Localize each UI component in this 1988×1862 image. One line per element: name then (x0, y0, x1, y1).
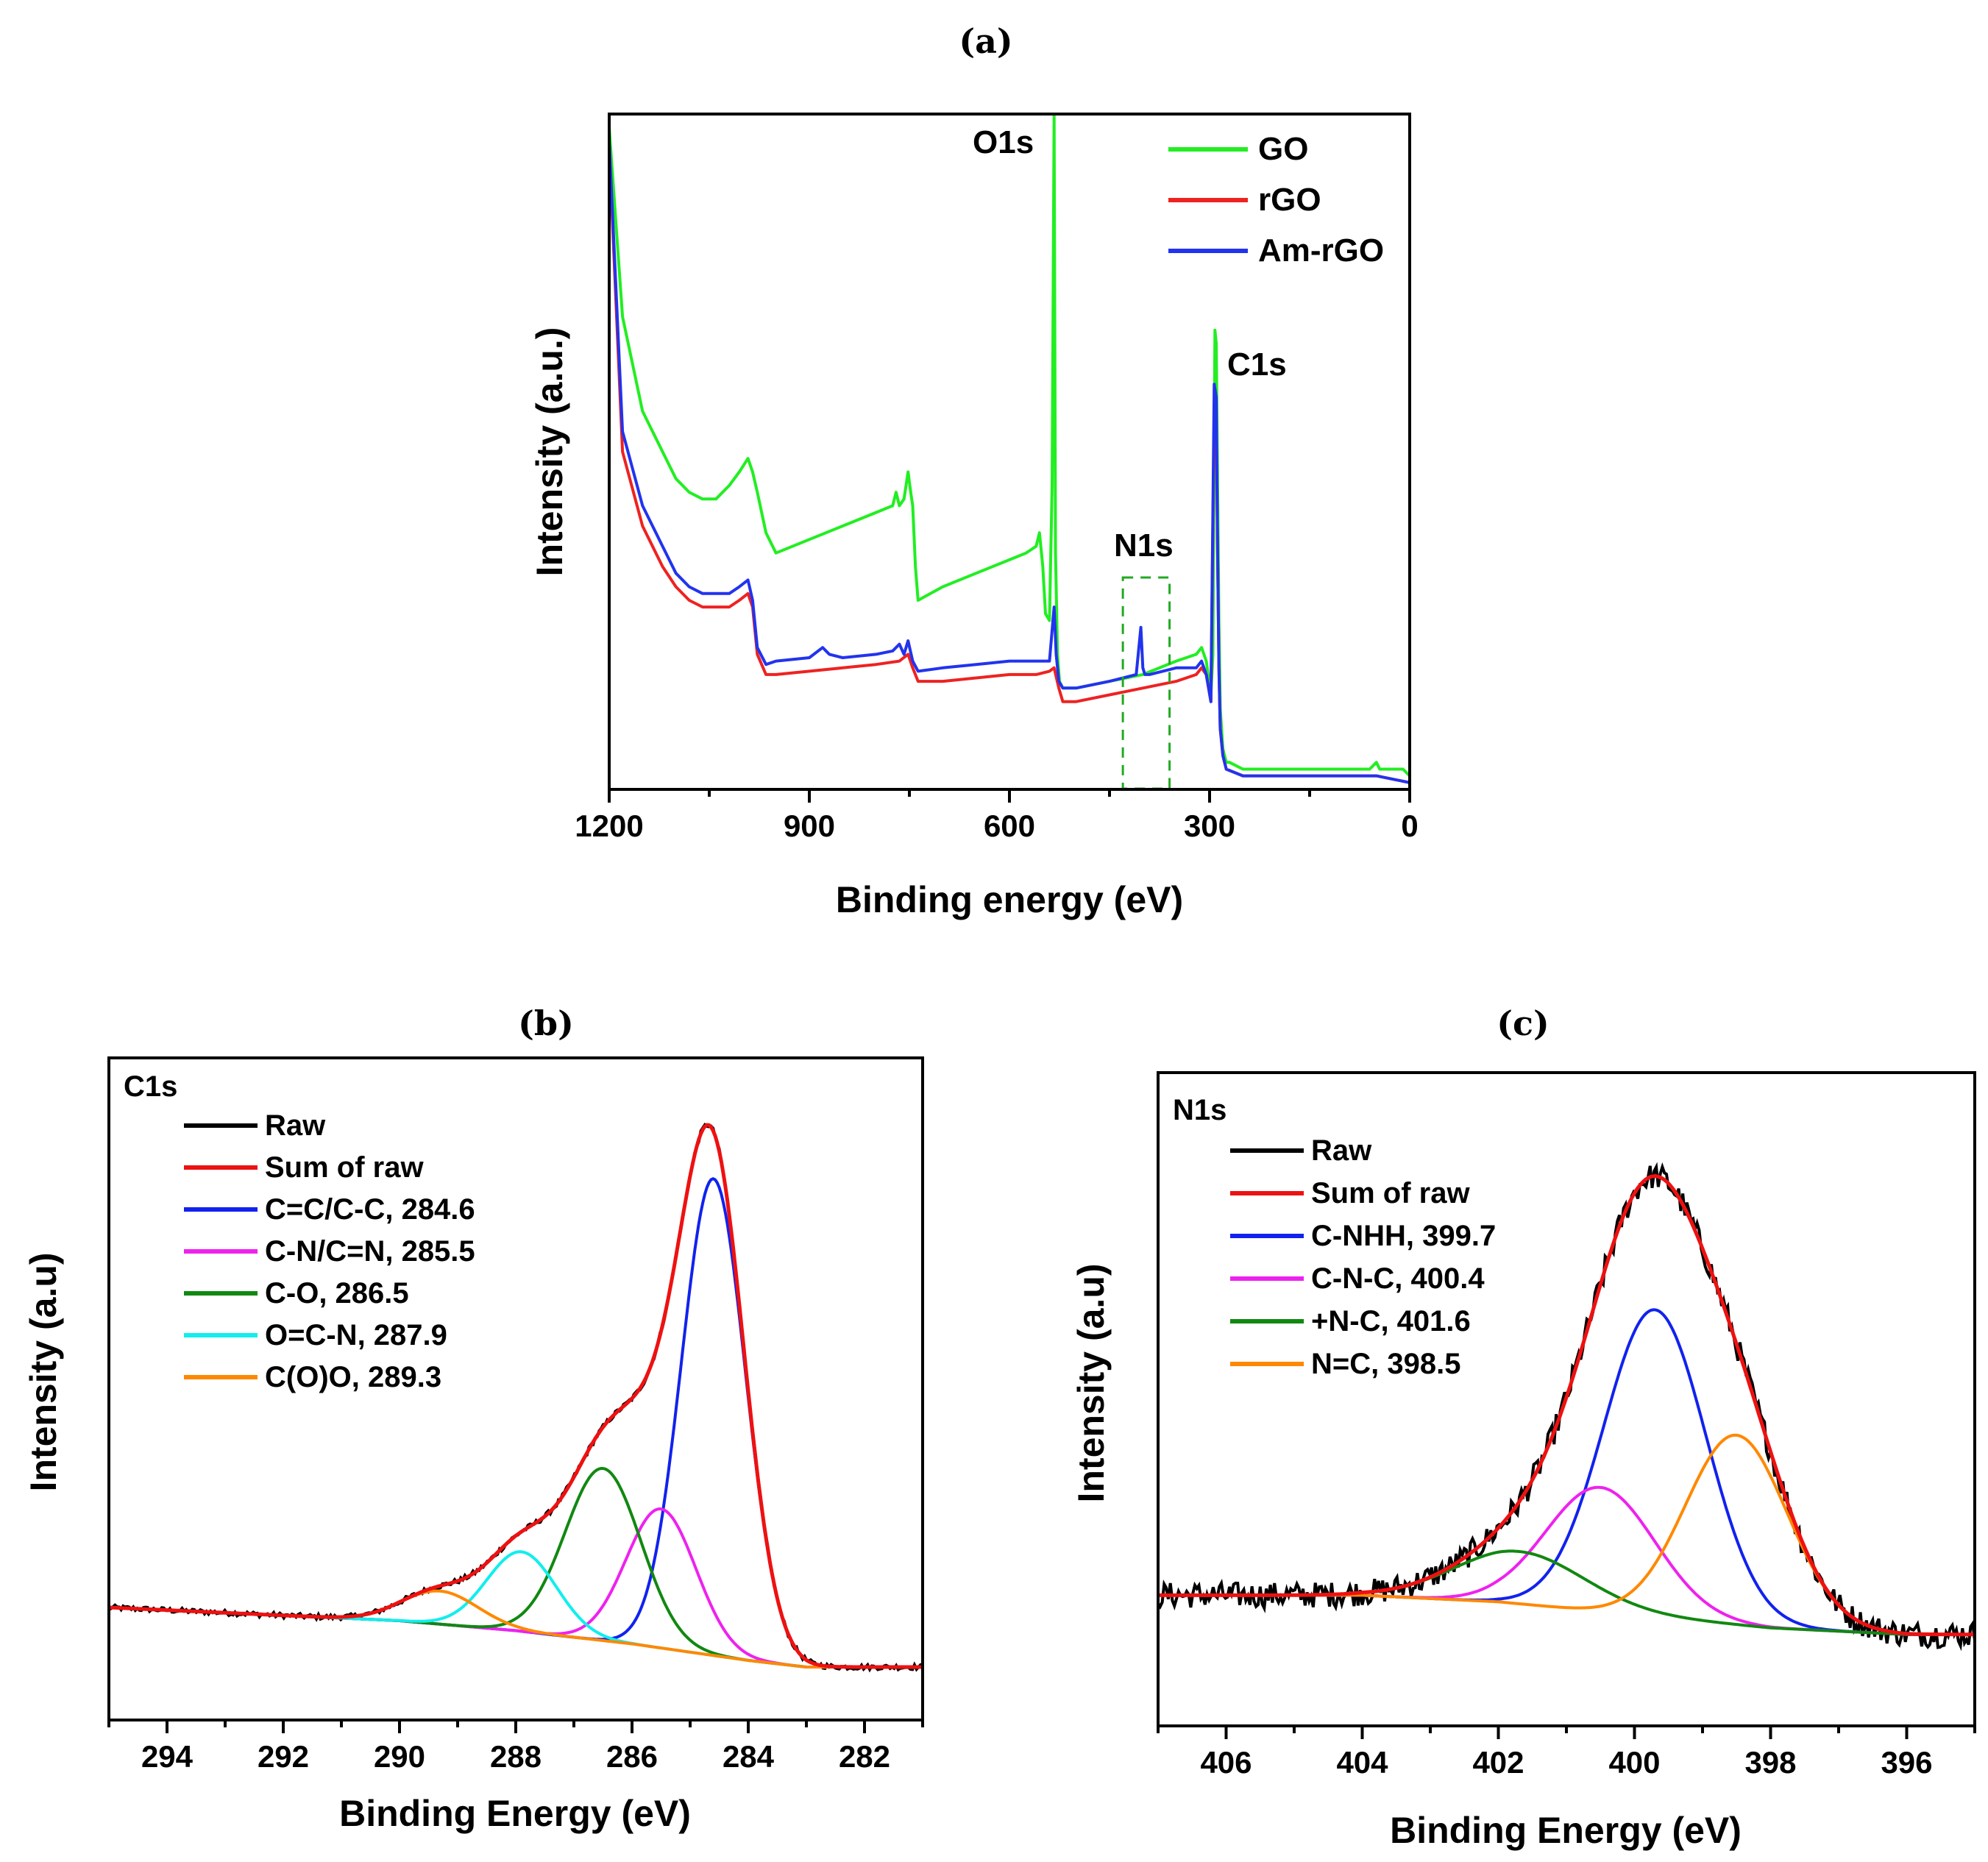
c1s-annotation: C1s (1227, 347, 1287, 383)
panel-c-x-axis-title: Binding Energy (eV) (1390, 1810, 1742, 1851)
legend-label-c-o-286-5: C-O, 286.5 (265, 1277, 409, 1310)
x-tick-label: 0 (1401, 809, 1418, 843)
x-tick-label: 402 (1472, 1745, 1524, 1780)
panel-a-x-ticks: 1200 900 600 300 0 (575, 789, 1419, 843)
legend-label-sum-of-raw: Sum of raw (1311, 1177, 1470, 1209)
panel-b-x-ticks: 294 292 290 288 286 284 282 (107, 1720, 924, 1774)
panel-b-y-axis-title: Intensity (a.u) (23, 1252, 64, 1491)
x-tick-label: 282 (839, 1739, 890, 1774)
n1s-annotation: N1s (1114, 527, 1174, 564)
legend-label-n-c-401-6: +N-C, 401.6 (1311, 1305, 1471, 1337)
legend-label-raw: Raw (265, 1109, 326, 1142)
x-tick-label: 1200 (575, 809, 643, 843)
legend-label-raw: Raw (1311, 1134, 1372, 1167)
panel-b-series (107, 1123, 923, 1673)
panel-c-legend: Raw Sum of raw C-NHH, 399.7 C-N-C, 400.4 +N-… (1230, 1134, 1496, 1380)
legend-label-c-o-o-289-3: C(O)O, 289.3 (265, 1361, 441, 1393)
legend-label-o-c-n-287-9: O=C-N, 287.9 (265, 1319, 447, 1351)
series-am-rgo-line (608, 141, 1410, 784)
panel-b: (b) 294 292 290 288 286 284 282 C1s Raw Sum of … (23, 1003, 924, 1834)
legend-label-rgo: rGO (1258, 182, 1321, 218)
panel-a-x-axis-title: Binding energy (eV) (836, 879, 1183, 920)
panel-b-label: (b) (518, 1003, 574, 1043)
x-tick-label: 292 (258, 1739, 309, 1774)
x-tick-label: 900 (784, 809, 835, 843)
x-tick-label: 404 (1336, 1745, 1388, 1780)
panel-b-title: C1s (124, 1070, 177, 1103)
x-tick-label: 300 (1184, 809, 1235, 843)
x-tick-label: 600 (984, 809, 1035, 843)
legend-label-c-nhh-399-7: C-NHH, 399.7 (1311, 1220, 1496, 1252)
panel-a-series (608, 113, 1411, 784)
panel-b-x-axis-title: Binding Energy (eV) (339, 1793, 691, 1834)
x-tick-label: 286 (606, 1739, 658, 1774)
legend-label-am-rgo: Am-rGO (1258, 232, 1384, 269)
o1s-annotation: O1s (973, 124, 1034, 160)
series-sum-line (108, 1123, 923, 1669)
panel-c-y-axis-title: Intensity (a.u) (1071, 1263, 1112, 1502)
x-tick-label: 290 (374, 1739, 425, 1774)
panel-a: (a) 1200 900 600 300 0 O1s C1s N1s GO rGO Am… (529, 21, 1419, 920)
x-tick-label: 398 (1744, 1745, 1796, 1780)
x-tick-label: 400 (1608, 1745, 1660, 1780)
x-tick-label: 294 (141, 1739, 194, 1774)
x-tick-label: 396 (1881, 1745, 1932, 1780)
legend-label-c-n-c-n-285-5: C-N/C=N, 285.5 (265, 1235, 475, 1268)
n1s-highlight-box (1121, 576, 1171, 790)
panel-c-title: N1s (1173, 1094, 1226, 1126)
x-tick-label: 406 (1200, 1745, 1252, 1780)
panel-a-legend: GO rGO Am-rGO (1168, 131, 1384, 269)
legend-label-sum-of-raw: Sum of raw (265, 1151, 424, 1184)
panel-a-label: (a) (959, 21, 1012, 61)
panel-b-legend: Raw Sum of raw C=C/C-C, 284.6 C-N/C=N, 285.… (184, 1109, 475, 1393)
x-tick-label: 284 (723, 1739, 775, 1774)
panel-c-series (1157, 1162, 1976, 1652)
panel-a-y-axis-title: Intensity (a.u.) (529, 327, 570, 577)
x-tick-label: 288 (490, 1739, 542, 1774)
panel-c: (c) 406 404 402 400 398 396 N1s Raw Sum of raw… (1071, 1003, 1976, 1851)
legend-label-go: GO (1258, 131, 1308, 167)
panel-c-x-ticks: 406 404 402 400 398 396 (1157, 1726, 1976, 1780)
panel-c-label: (c) (1497, 1003, 1549, 1043)
series-sum-line (1158, 1174, 1975, 1637)
legend-label-c-n-c-400-4: C-N-C, 400.4 (1311, 1262, 1485, 1295)
legend-label-n-c-398-5: N=C, 398.5 (1311, 1348, 1460, 1380)
legend-label-c-c-c-c-284-6: C=C/C-C, 284.6 (265, 1193, 475, 1226)
